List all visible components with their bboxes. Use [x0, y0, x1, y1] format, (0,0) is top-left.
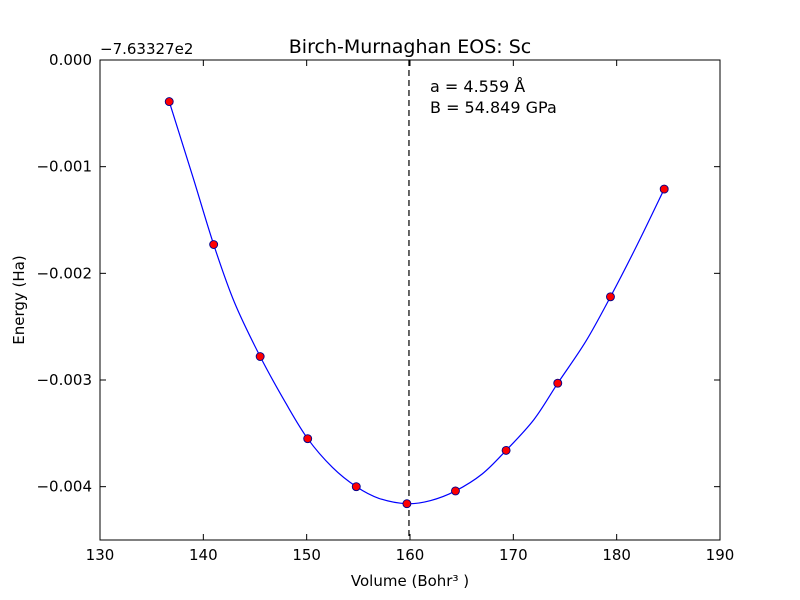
x-tick-label: 180 [602, 546, 631, 564]
fit-curve-line [168, 101, 665, 505]
annotation-lattice: a = 4.559 Å [430, 77, 525, 96]
fit-curve-layer [168, 101, 665, 505]
data-point [501, 445, 511, 455]
y-tick-label: −0.001 [36, 158, 92, 176]
data-point [402, 499, 412, 509]
annotation-bulk-modulus: B = 54.849 GPa [430, 98, 557, 117]
data-points-layer [164, 97, 669, 509]
data-point [303, 434, 313, 444]
y-tick-label: −0.003 [36, 371, 92, 389]
data-point [209, 240, 219, 249]
plot-frame [99, 59, 721, 541]
data-point [606, 292, 615, 302]
data-point [451, 486, 460, 496]
x-tick-label: 150 [292, 546, 321, 564]
data-point [351, 482, 361, 492]
y-offset-label: −7.63327e2 [100, 40, 193, 58]
ticks-layer: 130 140 150 160 170 180 190 0.000 −0.001 −0.002 −0… [36, 51, 734, 564]
y-tick-label: −0.004 [36, 478, 92, 496]
x-tick-label: 170 [499, 546, 528, 564]
y-tick-label: 0.000 [49, 51, 92, 69]
data-point [553, 378, 563, 388]
data-point [164, 97, 174, 107]
data-point [659, 184, 669, 194]
x-axis-label: Volume (Bohr³ ) [351, 572, 469, 590]
data-point [255, 352, 265, 361]
x-tick-label: 190 [706, 546, 735, 564]
y-tick-label: −0.002 [36, 264, 92, 282]
y-axis-label: Energy (Ha) [10, 255, 28, 344]
x-tick-label: 160 [396, 546, 425, 564]
x-tick-label: 140 [189, 546, 218, 564]
chart-title: Birch-Murnaghan EOS: Sc [289, 36, 531, 58]
x-tick-label: 130 [86, 546, 115, 564]
